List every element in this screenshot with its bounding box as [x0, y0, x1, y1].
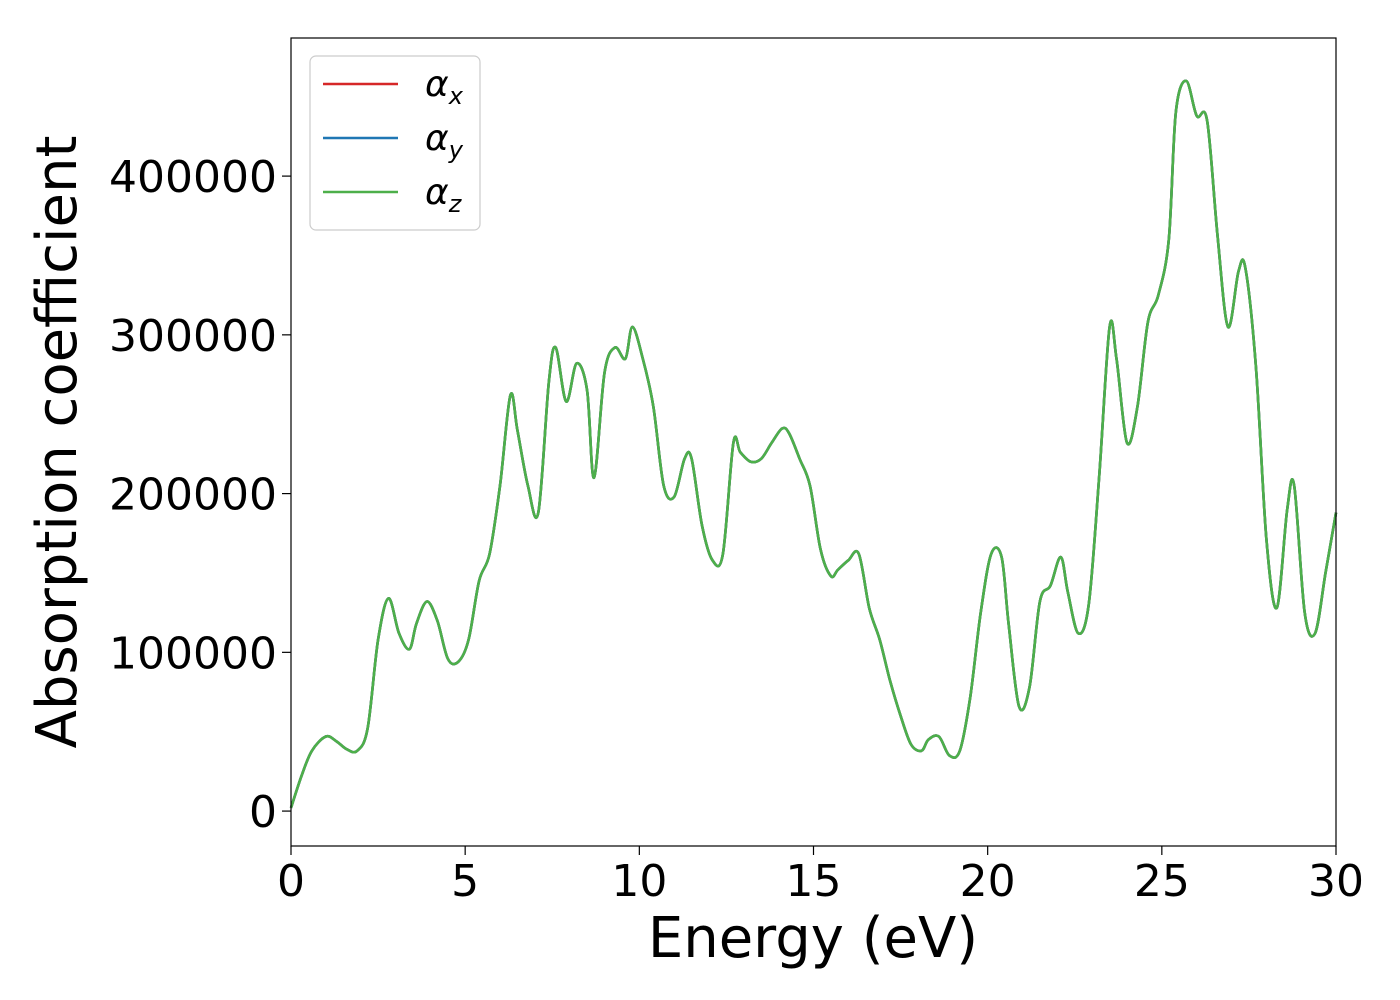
series-layer: [289, 79, 1338, 809]
legend-label-1: αx: [425, 64, 464, 110]
legend-label-3: αz: [425, 172, 463, 218]
x-axis-label: Energy (eV): [648, 906, 978, 971]
x-tick-label: 20: [960, 856, 1016, 907]
x-tick-label: 10: [611, 856, 667, 907]
x-tick-label: 15: [786, 856, 842, 907]
x-tick-label: 5: [451, 856, 479, 907]
y-tick-label: 400000: [109, 152, 277, 203]
series-line-3: [289, 79, 1338, 809]
x-tick-label: 0: [277, 856, 305, 907]
x-tick-label: 30: [1308, 856, 1364, 907]
legend: αx αy αz: [309, 55, 481, 231]
legend-label-2: αy: [425, 118, 464, 164]
y-tick-label: 0: [249, 787, 277, 838]
y-tick-label: 200000: [109, 470, 277, 521]
y-axis-label: Absorption coefficient: [25, 136, 90, 749]
x-tick-label: 25: [1134, 856, 1190, 907]
x-axis-ticks: 0 5 10 15 20 25 30: [277, 846, 1364, 907]
legend-box: [309, 55, 481, 231]
y-tick-label: 300000: [109, 311, 277, 362]
y-tick-label: 100000: [109, 628, 277, 679]
y-axis-ticks: 0 100000 200000 300000 400000: [109, 152, 291, 838]
